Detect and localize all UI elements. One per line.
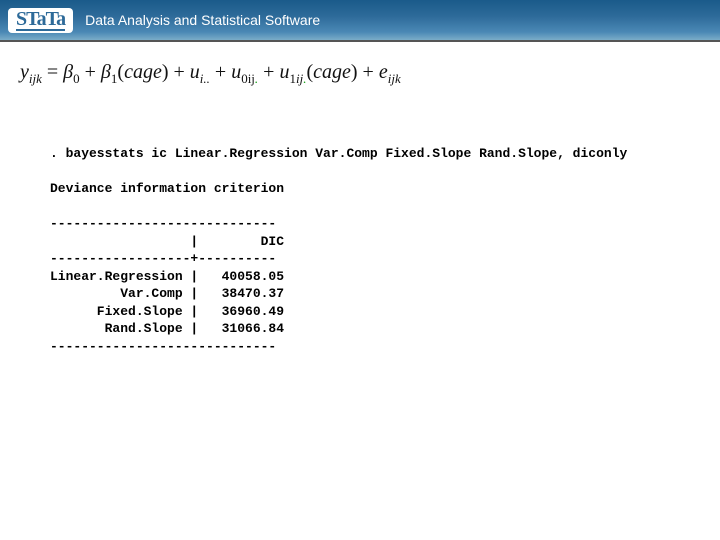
eq-cage2: cage: [313, 61, 351, 83]
eq-plus1: +: [85, 61, 101, 83]
eq-plus2: +: [174, 61, 190, 83]
table-rule-bottom: -----------------------------: [50, 339, 276, 354]
eq-b1: β: [101, 61, 111, 83]
eq-u1: u: [279, 61, 289, 83]
eq-plus5: +: [363, 61, 379, 83]
stata-output: . bayesstats ic Linear.Regression Var.Co…: [0, 95, 720, 356]
table-rule-top: -----------------------------: [50, 216, 276, 231]
eq-u0-sub1: 0ij: [241, 71, 255, 86]
eq-plus4: +: [263, 61, 279, 83]
eq-paren2c: ): [351, 61, 358, 83]
table-header: | DIC: [50, 234, 284, 249]
logo-text: STaTa: [16, 10, 65, 31]
eq-paren1c: ): [162, 61, 169, 83]
eq-err-sub: ijk: [388, 71, 401, 86]
header-bar: STaTa Data Analysis and Statistical Soft…: [0, 0, 720, 42]
eq-plus3: +: [215, 61, 231, 83]
table-row: Linear.Regression | 40058.05: [50, 269, 284, 284]
eq-b0-sub: 0: [73, 71, 80, 86]
table-rule-mid: ------------------+----------: [50, 251, 276, 266]
eq-err: e: [379, 61, 388, 83]
eq-lhs-sub: ijk: [29, 71, 42, 86]
eq-eq: =: [47, 61, 63, 83]
output-title: Deviance information criterion: [50, 181, 284, 196]
eq-cage1: cage: [124, 61, 162, 83]
cmd-line: . bayesstats ic Linear.Regression Var.Co…: [50, 146, 627, 161]
table-row: Var.Comp | 38470.37: [50, 286, 284, 301]
eq-u1-sub: 1ij.: [289, 71, 306, 86]
eq-u0-sub: 0ij.: [241, 71, 258, 86]
eq-b0: β: [63, 61, 73, 83]
eq-u0: u: [231, 61, 241, 83]
logo-box: STaTa: [8, 8, 73, 33]
equation: yijk = β0 + β1(cage) + ui.. + u0ij. + u1…: [0, 45, 720, 95]
table-row: Rand.Slope | 31066.84: [50, 321, 284, 336]
eq-lhs-var: y: [20, 61, 29, 83]
eq-u0-sub2: .: [255, 71, 258, 86]
table-row: Fixed.Slope | 36960.49: [50, 304, 284, 319]
eq-ui-sub: i..: [200, 71, 210, 86]
eq-ui: u: [190, 61, 200, 83]
header-subtitle: Data Analysis and Statistical Software: [85, 12, 320, 28]
